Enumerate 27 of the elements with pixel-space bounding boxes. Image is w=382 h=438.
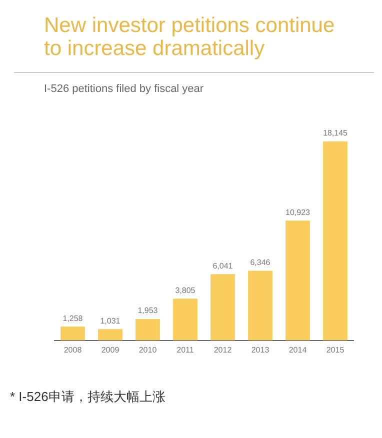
data-label: 10,923 xyxy=(286,208,311,217)
bar xyxy=(210,274,235,340)
data-label: 3,805 xyxy=(175,286,196,295)
x-tick-label: 2012 xyxy=(214,345,232,354)
x-tick-label: 2011 xyxy=(176,345,194,354)
x-tick-label: 2013 xyxy=(251,345,270,354)
bar xyxy=(98,329,122,340)
data-label: 6,041 xyxy=(212,261,234,270)
data-label: 6,346 xyxy=(250,258,271,267)
data-label: 18,145 xyxy=(323,128,348,138)
data-label: 1,953 xyxy=(138,306,158,316)
bar xyxy=(286,220,310,340)
chart-title: New investor petitions continue to increase dramatically xyxy=(43,13,336,60)
data-label: 1,031 xyxy=(100,316,121,326)
bar xyxy=(323,141,348,340)
x-tick-label: 2014 xyxy=(288,345,308,354)
chart-subtitle: I-526 petitions filed by fiscal year xyxy=(43,82,205,95)
bar xyxy=(248,270,272,340)
x-tick-label: 2015 xyxy=(326,345,345,354)
text: * I-526申请，持续大幅上涨 xyxy=(9,388,166,406)
data-label: 1,258 xyxy=(62,314,84,323)
bar xyxy=(60,326,85,340)
bar xyxy=(136,318,160,340)
x-tick-label: 2008 xyxy=(64,345,82,354)
bar xyxy=(173,298,198,340)
x-tick-label: 2010 xyxy=(138,345,158,354)
x-tick-label: 2009 xyxy=(101,345,120,354)
